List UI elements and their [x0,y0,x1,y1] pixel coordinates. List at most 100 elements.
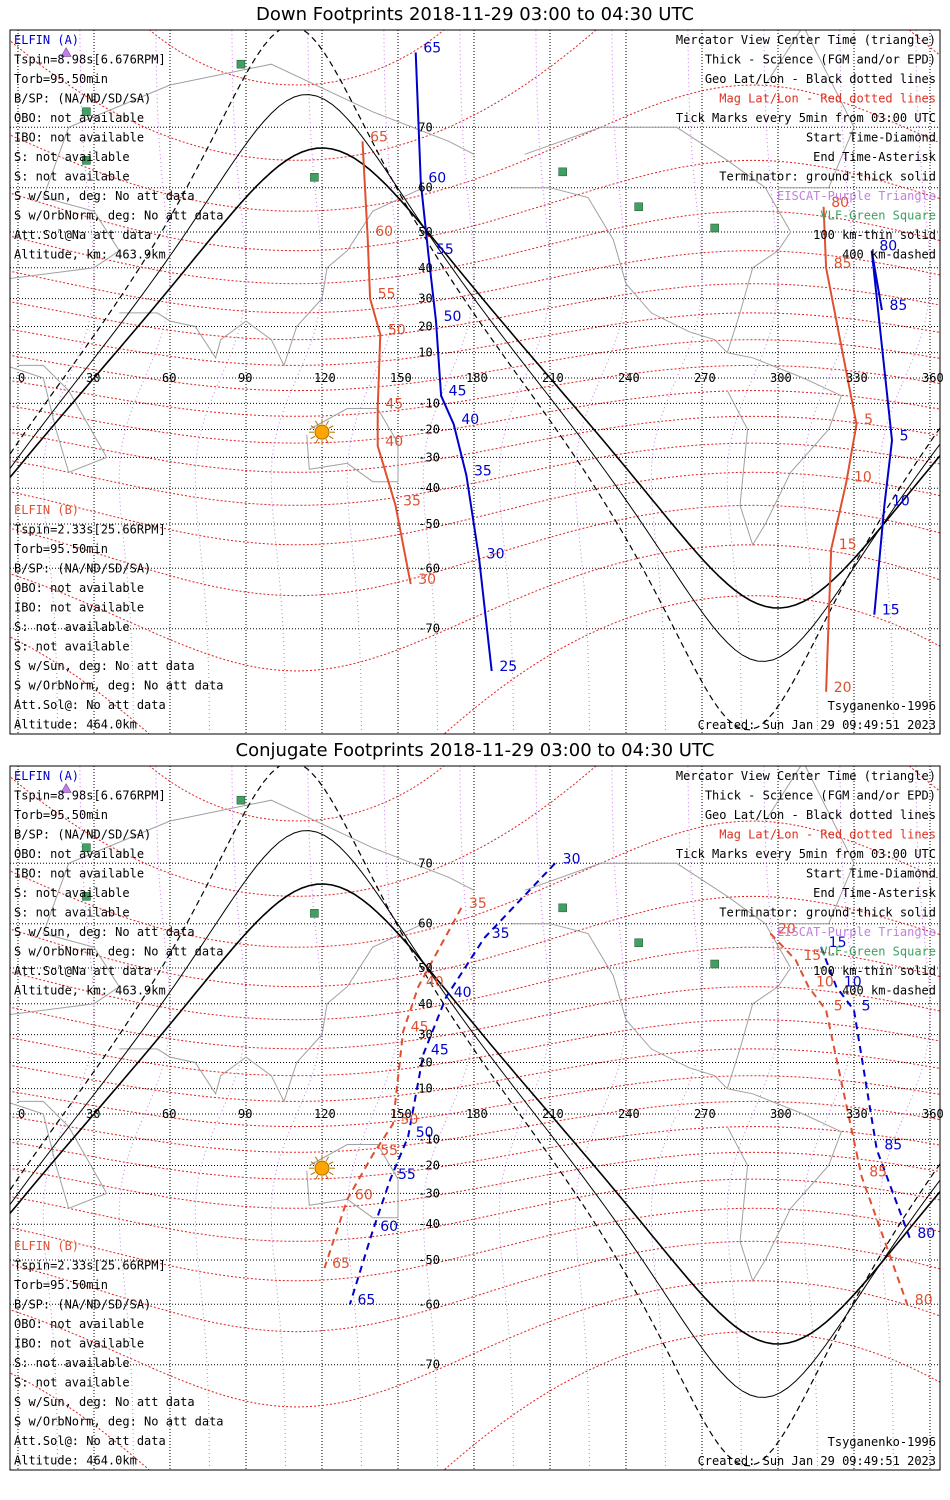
mag-lon-meridian [574,766,627,1467]
elfin-b-info-line: Tspin=2.33s[25.66RPM] [14,1259,166,1273]
lat-tick-label: 70 [418,856,432,870]
lat-tick-label: -30 [418,450,440,464]
terminator-ground [10,883,940,1345]
lon-tick-label: 270 [694,1107,716,1121]
vlf-station-marker [558,167,567,177]
mag-lon-meridian [726,30,779,731]
elfin-b-track-label: 85 [834,256,852,272]
eiscat-triangle [60,46,72,57]
vlf-station-marker [310,173,319,182]
elfin-b-track-label: 55 [380,1143,398,1159]
elfin-a-track-label: 45 [449,384,467,400]
vlf-station-marker [82,156,91,165]
coastline [726,352,842,546]
lon-tick-label: 300 [770,1107,792,1121]
lat-tick-label: -10 [418,1132,440,1146]
elfin-b-track [769,932,909,1305]
mag-lon-meridian [498,766,551,1467]
elfin-b-track-label: 60 [355,1187,373,1203]
legend-line: Mercator View Center Time (triangle) [676,769,936,783]
mag-lat-contour [10,1207,940,1282]
mag-lat-contour [10,30,940,161]
mag-lat-contour [10,1075,940,1128]
elfin-a-track [870,250,894,615]
legend-line: Tick Marks every 5min from 03:00 UTC [676,111,936,125]
elfin-a-track-label: 65 [423,41,441,57]
elfin-a-track-label: 55 [436,242,454,258]
terminator-100km [10,94,940,662]
elfin-a-track-label: 30 [487,546,505,562]
lat-tick-label: -70 [418,622,440,636]
elfin-a-info-line: S: not available [14,906,130,920]
elfin-a-track-label: 45 [431,1042,449,1058]
elfin-b-track [822,206,858,692]
elfin-a-track-label: 85 [889,298,907,314]
elfin-a-track [348,862,556,1305]
lon-tick-label: 210 [542,371,564,385]
lat-tick-label: 30 [418,1028,432,1042]
elfin-b-track [361,141,412,585]
lat-tick-label: 30 [418,292,432,306]
elfin-b-info-line: S: not available [14,620,130,634]
elfin-a-track-label: 10 [892,493,910,509]
elfin-b-info-line: Att.Sol@: No att data [14,1434,166,1448]
mag-lon-meridian [346,30,399,731]
elfin-a-track [820,946,911,1239]
elfin-a-info-line: Tspin=8.98s[6.676RPM] [14,53,166,67]
mag-lon-meridian [878,766,931,1467]
mag-lon-meridian [726,766,779,1467]
lon-tick-label: 330 [846,1107,868,1121]
sun-ray [315,438,319,444]
sun-ray [328,1161,334,1165]
elfin-a-track-label: 80 [917,1226,935,1242]
coastline [764,766,855,925]
coastline [306,1144,399,1219]
elfin-a-track-label: 40 [454,985,472,1001]
map-frame [9,29,941,735]
mag-lat-contour [10,544,940,672]
elfin-b-track-label: 5 [864,412,873,428]
mag-lon-meridian [422,30,475,731]
elfin-a-track-label: 50 [416,1125,434,1141]
elfin-a-track-label: 35 [474,463,492,479]
lat-tick-label: -10 [418,396,440,410]
legend-line: Terminator: ground-thick solid [719,170,936,184]
elfin-b-track-label: 35 [403,493,421,509]
elfin-b-info-line: S: not available [14,1376,130,1390]
legend-line: 400 km-dashed [842,984,936,998]
mag-lat-contour [10,1178,940,1242]
elfin-b-track-label: 50 [401,1112,419,1128]
elfin-a-info-line: S w/Sun, deg: No att data [14,925,195,939]
legend-line: EISCAT-Purple Triangle [777,925,936,939]
lon-tick-label: 90 [238,371,252,385]
elfin-b-track-label: 20 [834,680,852,696]
mag-lat-contour [10,312,940,366]
lat-tick-label: -70 [418,1358,440,1372]
legend-line: VLF-Green Square [820,945,936,959]
mag-lat-contour [10,415,940,473]
elfin-b-info-line: OBO: not available [14,1317,144,1331]
elfin-b-info-line: S w/Sun, deg: No att data [14,659,195,673]
elfin-b-track-label: 80 [831,195,849,211]
coastline [764,30,855,189]
coastline [512,126,792,354]
legend-line: Start Time-Diamond [806,131,936,145]
elfin-b-track-label: 40 [385,434,403,450]
legend-line: Thick - Science (FGM and/or EPD) [705,789,936,803]
lon-tick-label: 150 [390,371,412,385]
coastline [10,364,108,473]
lat-tick-label: -60 [418,1297,440,1311]
lon-tick-label: 150 [390,1107,412,1121]
mag-lat-contour [148,30,445,86]
elfin-b-info-line: S w/OrbNorm, deg: No att data [14,1415,224,1429]
lon-tick-label: 120 [314,371,336,385]
mag-lat-contour [10,471,940,546]
elfin-a-track-label: 40 [461,412,479,428]
mag-lon-meridian [878,30,931,731]
lon-tick-label: 60 [162,1107,176,1121]
subsolar-point-icon [314,424,330,440]
coastline [119,923,424,1103]
mag-lat-contour [10,895,940,988]
vlf-station-marker [710,223,719,233]
elfin-a-track-label: 65 [357,1292,375,1308]
